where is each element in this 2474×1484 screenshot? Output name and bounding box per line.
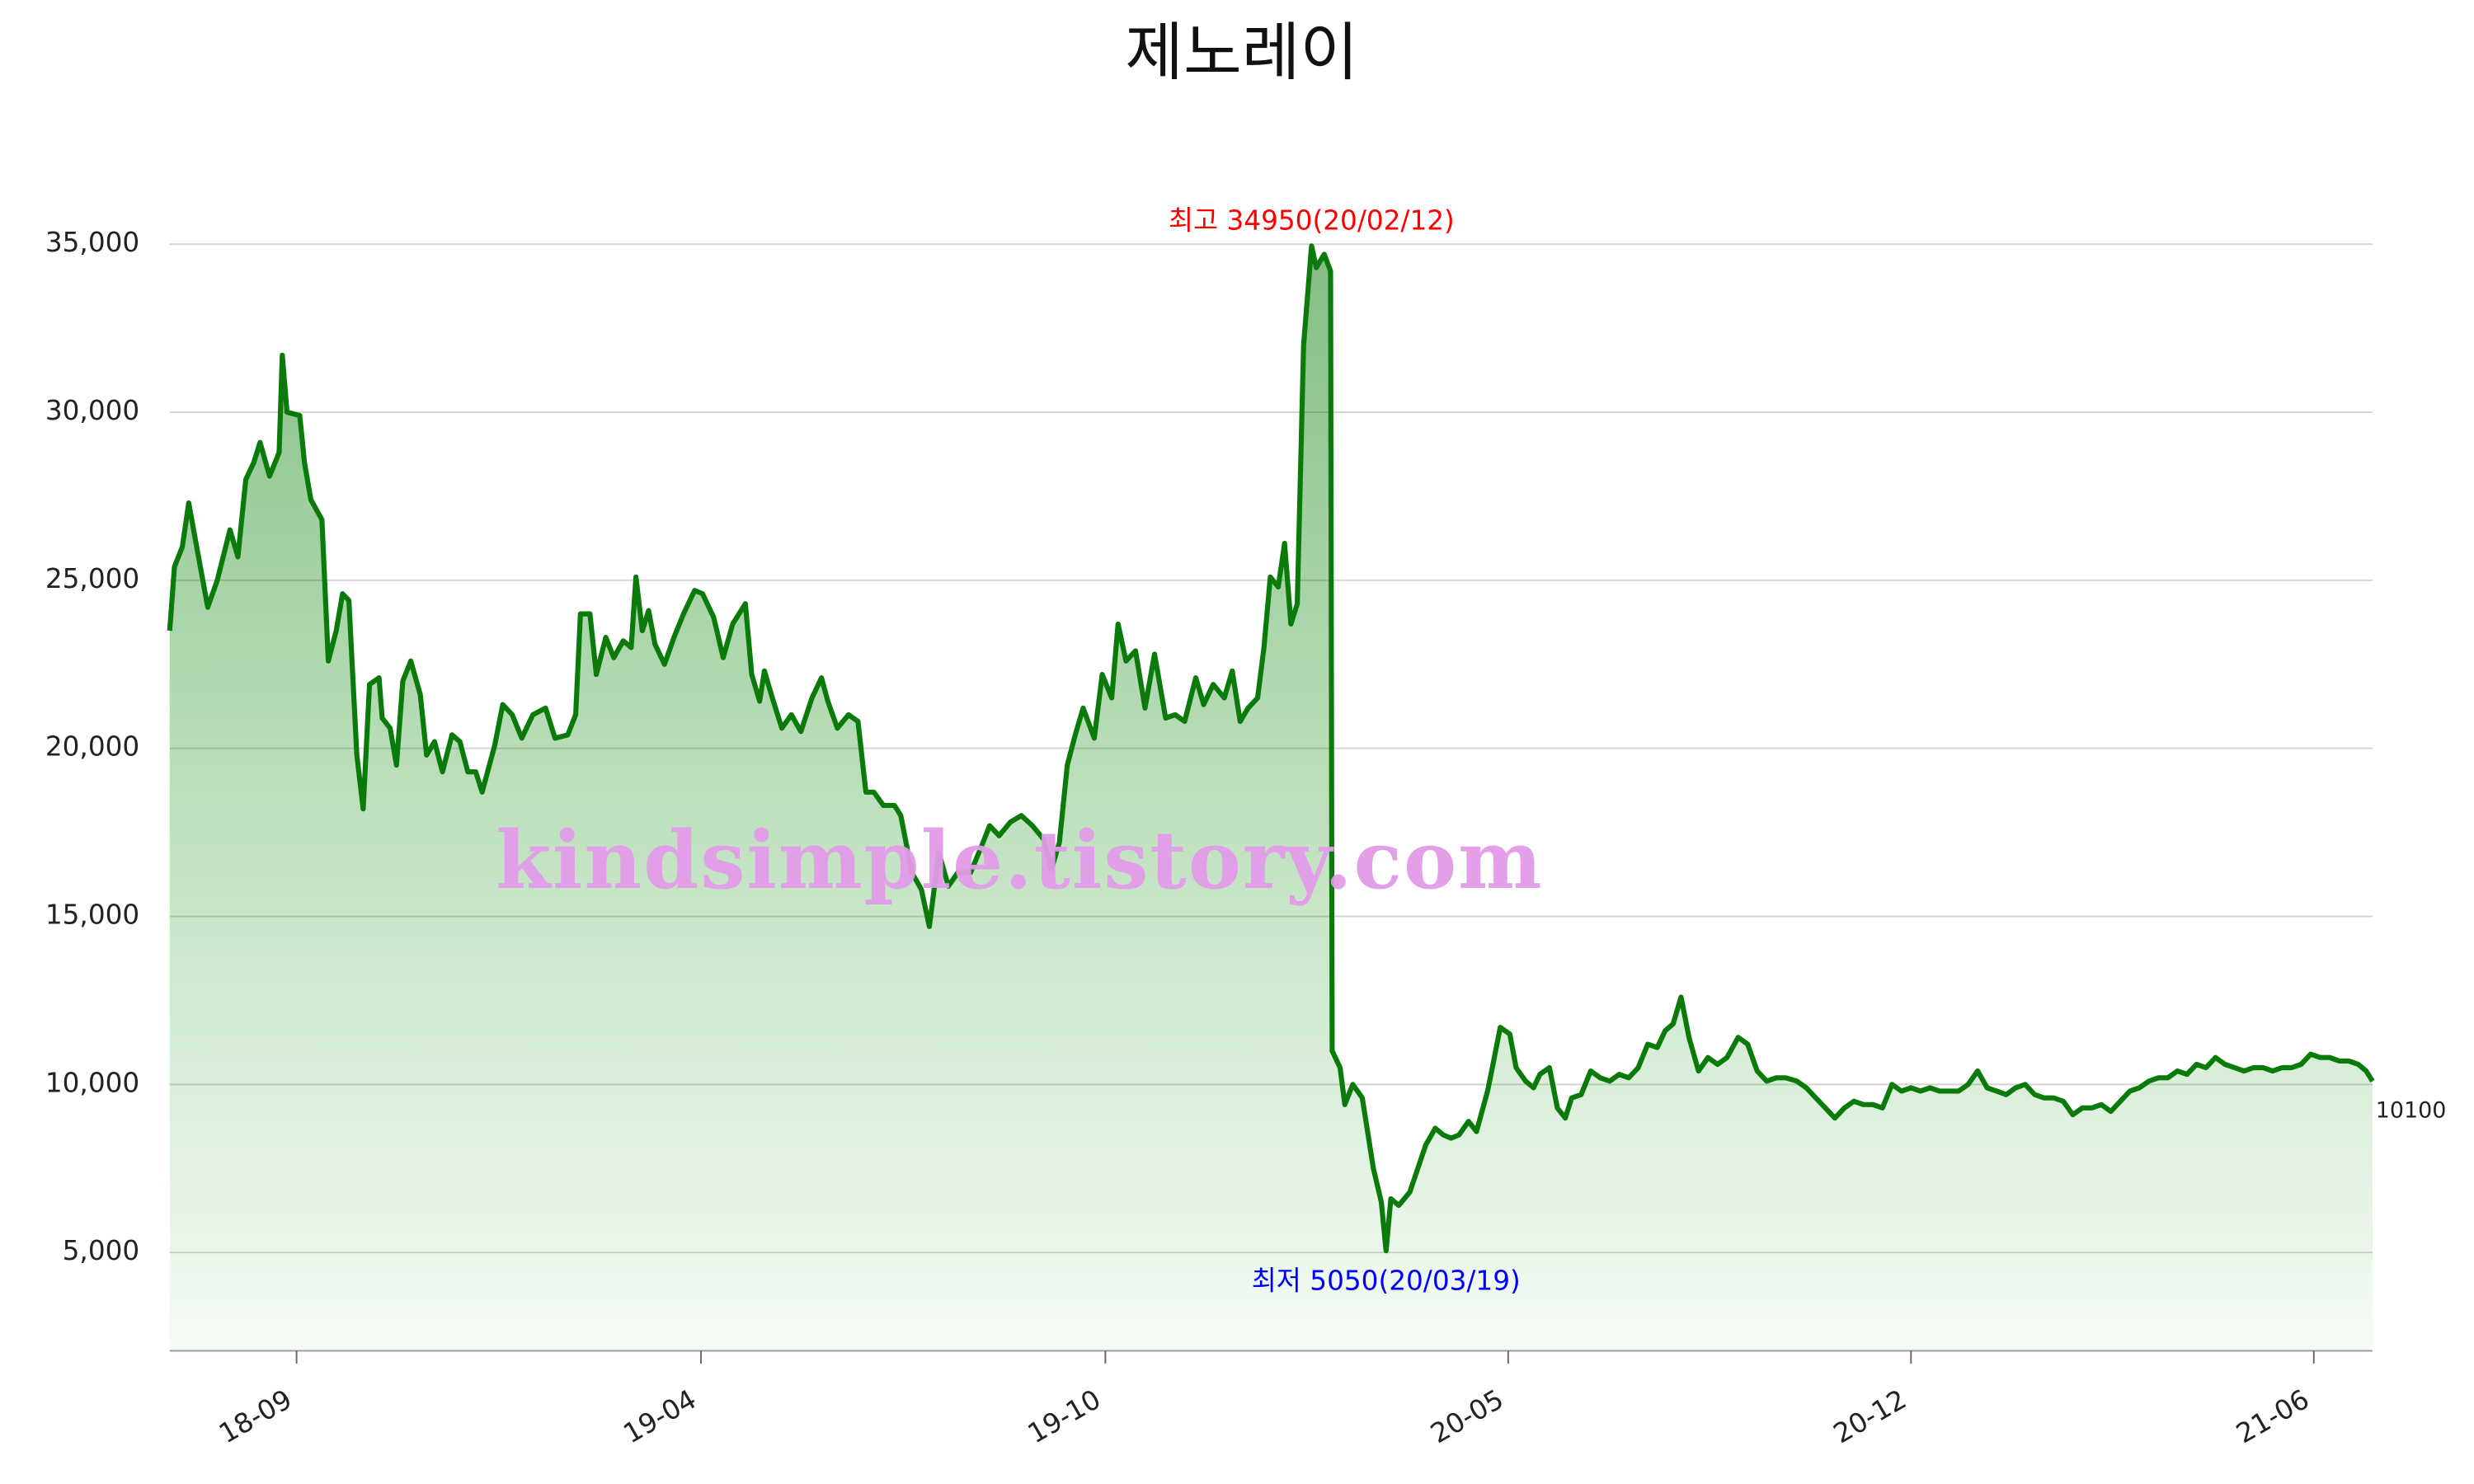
y-tick-label: 5,000 xyxy=(63,1235,140,1266)
y-tick-label: 25,000 xyxy=(45,563,139,594)
y-tick-label: 20,000 xyxy=(45,731,139,763)
plot: 10100 최고 34950(20/02/12) 최저 5050(20/03/19)… xyxy=(167,204,2447,1351)
area xyxy=(169,246,2373,1351)
x-tick-label: 21-06 xyxy=(2231,1383,2314,1449)
y-tick-label: 35,000 xyxy=(45,227,139,258)
line xyxy=(167,243,2375,1254)
x-tick-label: 20-12 xyxy=(1828,1383,1912,1449)
y-tick-label: 10,000 xyxy=(45,1067,139,1098)
end-label: 10100 xyxy=(2376,1097,2447,1123)
x-tick-label: 19-04 xyxy=(618,1383,702,1449)
y-tick-label: 30,000 xyxy=(45,395,139,426)
y-tick-label: 15,000 xyxy=(45,899,139,931)
watermark: kindsimple.tistory.com xyxy=(496,814,1543,907)
annotation: 최저 5050(20/03/19) xyxy=(1252,1266,1521,1297)
x-tick-label: 20-05 xyxy=(1425,1383,1508,1449)
annotation: 최고 34950(20/02/12) xyxy=(1169,204,1455,236)
x-tick-label: 18-09 xyxy=(214,1383,297,1449)
chart-title: 제노레이 xyxy=(1125,16,1358,90)
x-tick-label: 19-10 xyxy=(1023,1383,1106,1449)
